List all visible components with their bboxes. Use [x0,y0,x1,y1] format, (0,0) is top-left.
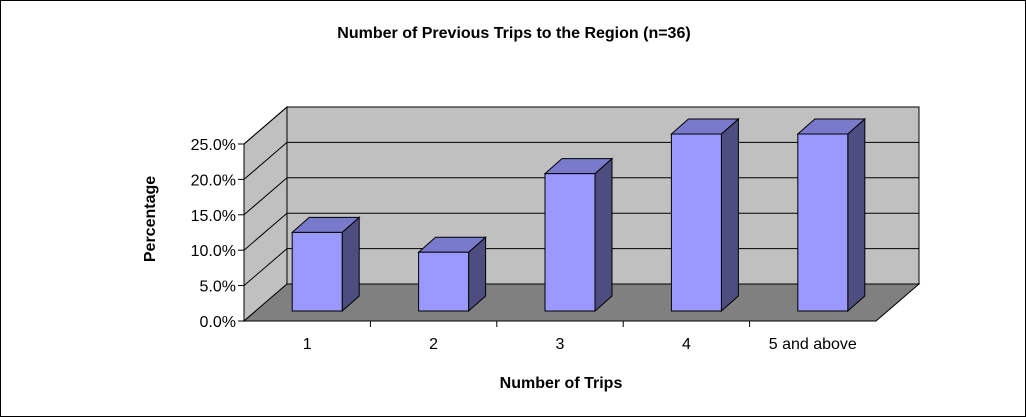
bar [670,133,722,312]
y-tick-label: 10.0% [191,243,236,260]
bar [544,173,596,312]
bar [291,231,343,312]
y-tick-label: 5.0% [200,279,236,296]
x-axis-label: Number of Trips [500,375,623,392]
plot-area: 0.0% 5.0% 10.0% 15.0% 20.0% 25.0% 1 2 3 4 5 and ab… [191,105,921,353]
x-tick-label: 4 [682,336,691,353]
bar-side [341,216,360,313]
y-axis-label: Percentage [142,176,159,262]
bar [797,133,849,312]
x-tick-label: 1 [303,336,312,353]
gridline [243,106,919,145]
bar-side [720,117,739,313]
bar [418,251,470,312]
y-tick-label: 15.0% [191,208,236,225]
x-tick-label: 2 [429,336,438,353]
bar-side [594,157,613,313]
y-tick-label: 20.0% [191,172,236,189]
x-tick-label: 3 [556,336,565,353]
x-tick-label: 5 and above [769,336,857,353]
bar-side [847,117,866,313]
y-tick-label: 25.0% [191,137,236,154]
chart-title: Number of Previous Trips to the Region (… [337,25,690,42]
y-tick-label: 0.0% [200,314,236,331]
